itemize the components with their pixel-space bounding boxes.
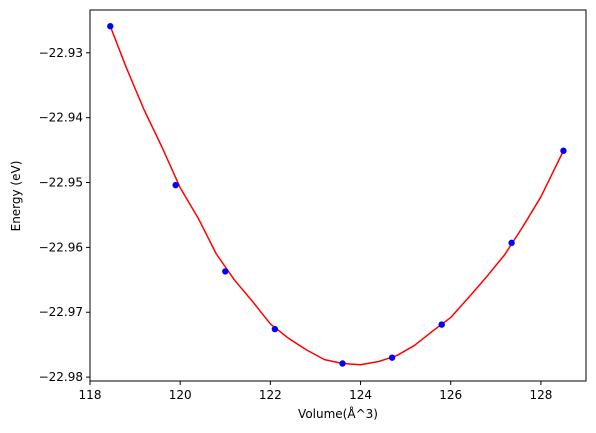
y-tick-label: −22.93 <box>39 46 83 60</box>
data-point <box>438 321 445 328</box>
y-tick-label: −22.98 <box>39 370 83 384</box>
y-tick-label: −22.96 <box>39 240 83 254</box>
y-tick-label: −22.94 <box>39 111 83 125</box>
x-tick-label: 120 <box>169 388 192 402</box>
data-point <box>271 325 279 333</box>
axes: 118 120 122 124 126 128 −22.93 −22.94 −22.95 −22.… <box>39 9 587 402</box>
x-tick-label: 122 <box>259 388 282 402</box>
data-point <box>508 239 515 247</box>
x-axis-label: Volume(Å^3) <box>298 406 378 421</box>
data-point <box>560 147 567 154</box>
plot-area <box>107 23 567 367</box>
data-point <box>107 23 114 30</box>
fit-curve-line <box>109 25 565 366</box>
y-axis-label: Energy (eV) <box>9 161 23 232</box>
data-point <box>222 268 229 275</box>
x-tick-label: 118 <box>79 388 102 402</box>
y-tick-label: −22.97 <box>39 305 83 319</box>
x-tick-label: 126 <box>439 388 462 402</box>
data-point <box>172 181 179 189</box>
x-tick-label: 128 <box>529 388 552 402</box>
plot-frame <box>89 9 587 382</box>
data-point <box>339 360 346 367</box>
data-point <box>388 354 396 361</box>
x-tick-label: 124 <box>349 388 372 402</box>
y-tick-label: −22.95 <box>39 176 83 190</box>
